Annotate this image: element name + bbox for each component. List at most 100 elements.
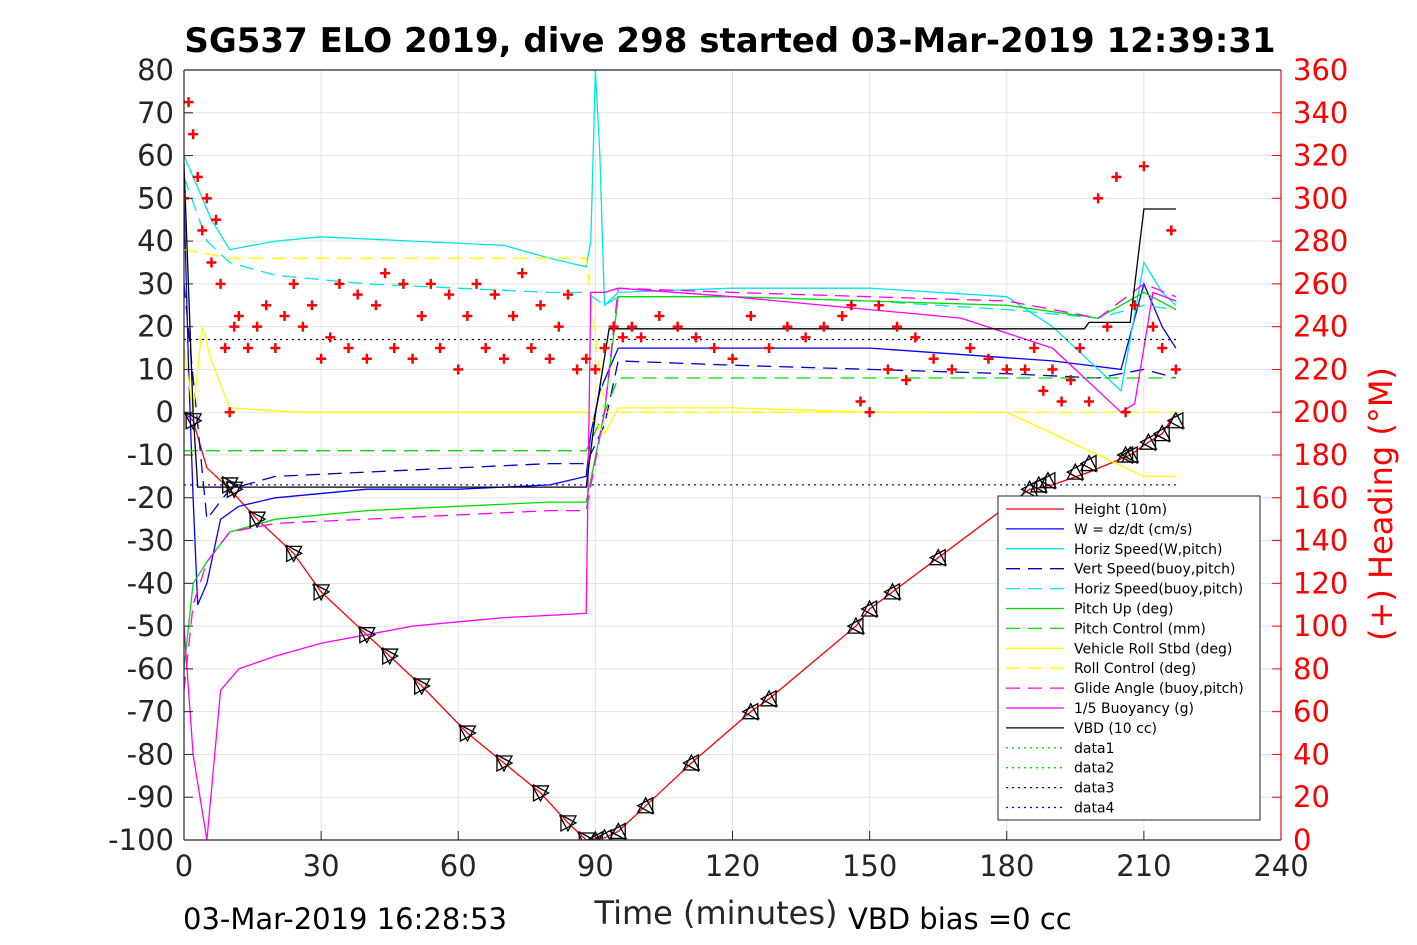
series-line-4 — [184, 176, 1176, 319]
heading-point — [901, 375, 912, 386]
heading-point — [210, 214, 221, 225]
descent-marker — [248, 510, 267, 529]
heading-point — [233, 310, 244, 321]
legend-item: W = dz/dt (cm/s) — [1006, 522, 1193, 538]
heading-point — [1166, 225, 1177, 236]
heading-point — [297, 321, 308, 332]
heading-point — [361, 353, 372, 364]
heading-point — [1170, 364, 1181, 375]
ascent-marker — [1139, 432, 1158, 452]
heading-point — [608, 321, 619, 332]
ascent-marker — [846, 616, 865, 636]
heading-point — [910, 332, 921, 343]
ascent-marker — [928, 548, 948, 567]
y-tick-label: 70 — [137, 96, 174, 130]
heading-point — [517, 268, 528, 279]
series-line-6 — [184, 377, 1176, 452]
y-tick-label: 60 — [137, 139, 174, 173]
x-axis-label: Time (minutes) — [594, 894, 838, 932]
y-tick-label: 10 — [137, 352, 174, 386]
x-tick-label: 0 — [175, 849, 193, 883]
heading-point — [672, 321, 683, 332]
heading-point — [1102, 321, 1113, 332]
heading-point — [220, 343, 231, 354]
heading-point — [1047, 364, 1058, 375]
heading-point — [581, 353, 592, 364]
series-line-1 — [184, 198, 1177, 605]
legend-item: 1/5 Buoyancy (g) — [1006, 701, 1194, 717]
series-group — [184, 70, 1185, 840]
series-line-7 — [184, 326, 1176, 478]
descent-marker — [412, 676, 432, 696]
y2-tick-label: 120 — [1293, 566, 1348, 600]
heading-point — [188, 129, 199, 140]
descent-marker — [494, 753, 514, 773]
legend-label: 1/5 Buoyancy (g) — [1074, 701, 1194, 717]
ascent-marker — [1120, 445, 1140, 465]
legend-item: Pitch Up (deg) — [1006, 602, 1173, 618]
ascent-marker — [1038, 471, 1057, 490]
heading-point — [983, 353, 994, 364]
descent-marker — [380, 646, 400, 666]
legend-item: Horiz Speed(W,pitch) — [1006, 542, 1222, 558]
ascent-marker — [741, 702, 760, 721]
heading-point — [544, 353, 555, 364]
ascent-marker — [860, 599, 879, 619]
y2-tick-label: 20 — [1293, 780, 1330, 814]
heading-point — [498, 353, 509, 364]
y2-tick-label: 320 — [1293, 139, 1348, 173]
y2-tick-label: 80 — [1293, 652, 1330, 686]
ascent-marker — [883, 582, 902, 601]
legend-item: Vehicle Roll Stbd (deg) — [1006, 641, 1232, 657]
y2-tick-label: 280 — [1293, 224, 1348, 258]
legend-item: Glide Angle (buoy,pitch) — [1006, 681, 1244, 697]
y-tick-label: -90 — [127, 780, 174, 814]
heading-point — [1138, 161, 1149, 172]
heading-point — [745, 310, 756, 321]
heading-point — [1038, 385, 1049, 396]
axes: 0 30 60 90 120 150 180 210 24080706050403020100-… — [108, 53, 1348, 883]
heading-point — [316, 353, 327, 364]
y2-tick-label: 340 — [1293, 96, 1348, 130]
y-tick-label: 20 — [137, 310, 174, 344]
heading-point — [562, 289, 573, 300]
y-tick-label: 50 — [137, 181, 174, 215]
y-tick-label: 0 — [156, 395, 174, 429]
heading-point — [184, 97, 194, 108]
x-tick-label: 120 — [705, 849, 760, 883]
ascent-marker — [1166, 411, 1185, 430]
heading-point — [270, 343, 281, 354]
ascent-marker — [681, 753, 701, 773]
y-tick-label: -50 — [127, 609, 174, 643]
heading-point — [846, 300, 857, 311]
y2-tick-label: 220 — [1293, 352, 1348, 386]
chart-title: SG537 ELO 2019, dive 298 started 03-Mar-… — [184, 21, 1275, 61]
descent-marker — [558, 813, 578, 833]
heading-point — [626, 321, 637, 332]
legend-label: Pitch Up (deg) — [1074, 602, 1173, 618]
heading-point — [1001, 364, 1012, 375]
legend-box — [997, 495, 1261, 821]
heading-point — [261, 300, 272, 311]
descent-marker — [458, 723, 477, 743]
legend-item: VBD (10 cc) — [1006, 721, 1157, 737]
legend-item: data2 — [1006, 761, 1114, 777]
heading-point — [965, 343, 976, 354]
heading-point — [590, 364, 601, 375]
legend: Height (10m) W = dz/dt (cm/s) Horiz Speed(… — [997, 495, 1261, 821]
right-axis-label: (+) Heading (°M) — [1362, 367, 1400, 641]
y-tick-label: 80 — [137, 53, 174, 87]
series-line-10 — [184, 287, 1177, 840]
ascent-marker — [636, 796, 655, 815]
heading-point — [508, 310, 519, 321]
descent-marker — [184, 411, 203, 431]
descent-marker — [225, 480, 244, 499]
ascent-marker — [1029, 475, 1048, 495]
series-line-3 — [184, 283, 1177, 521]
legend-label: Glide Angle (buoy,pitch) — [1074, 681, 1244, 697]
series-line-11 — [184, 164, 1176, 488]
legend-item: Roll Control (deg) — [1006, 661, 1196, 677]
heading-point — [535, 300, 546, 311]
heading-point — [617, 332, 628, 343]
